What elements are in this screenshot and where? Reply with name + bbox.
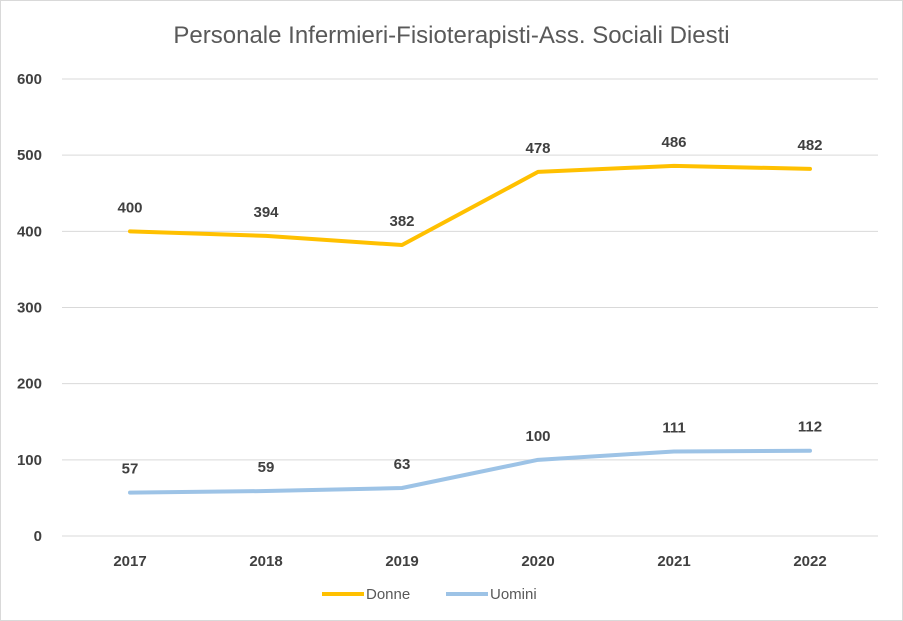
y-tick-label: 0: [34, 528, 42, 545]
data-label: 482: [797, 137, 822, 154]
x-tick-label: 2017: [113, 553, 146, 570]
gridlines: [62, 78, 878, 537]
x-axis-ticks: 2017 2018 2019 2020 2021 2022: [113, 553, 826, 570]
x-tick-label: 2020: [521, 553, 554, 570]
x-tick-label: 2019: [385, 553, 418, 570]
x-tick-label: 2022: [793, 553, 826, 570]
y-tick-label: 400: [17, 223, 42, 240]
series-line-uomini: [128, 448, 812, 495]
series-lines: [128, 163, 812, 495]
data-label: 486: [661, 134, 686, 151]
y-tick-label: 100: [17, 452, 42, 469]
data-label: 111: [662, 419, 685, 436]
y-tick-label: 200: [17, 376, 42, 393]
data-label: 382: [389, 213, 414, 230]
x-tick-label: 2021: [657, 553, 690, 570]
data-label: 112: [798, 419, 822, 436]
chart-title: Personale Infermieri-Fisioterapisti-Ass.…: [173, 22, 730, 49]
data-label: 400: [117, 199, 142, 216]
data-label: 59: [258, 459, 275, 476]
data-label: 63: [394, 456, 411, 473]
x-tick-label: 2018: [249, 553, 282, 570]
data-labels: 400 394 382 478 486 482 57 59 63 100 111 112: [117, 134, 822, 478]
y-tick-label: 500: [17, 147, 42, 164]
data-label: 57: [122, 461, 139, 478]
data-label: 100: [525, 428, 550, 445]
y-tick-label: 300: [17, 300, 42, 317]
legend-label-uomini: Uomini: [490, 586, 537, 603]
series-line-donne: [128, 163, 812, 248]
legend: Donne Uomini: [322, 586, 537, 603]
data-label: 478: [525, 140, 550, 157]
y-axis-ticks: 0 100 200 300 400 500 600: [17, 71, 42, 545]
y-tick-label: 600: [17, 71, 42, 88]
data-label: 394: [253, 204, 279, 221]
legend-label-donne: Donne: [366, 586, 410, 603]
